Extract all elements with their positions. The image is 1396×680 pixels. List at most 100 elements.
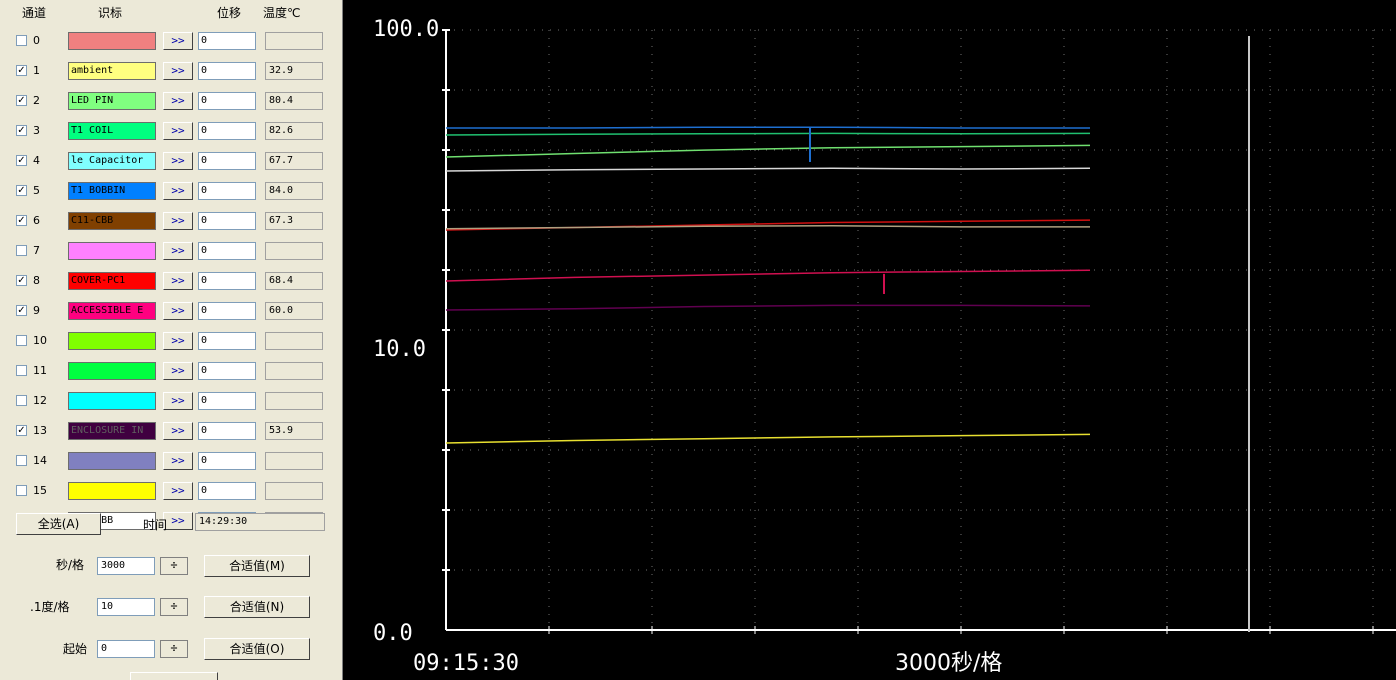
- fit-m-button[interactable]: 合适值(M): [204, 555, 310, 577]
- channel-temp: 82.6: [265, 122, 323, 140]
- channel-offset-input[interactable]: 0: [198, 332, 256, 350]
- channel-select-button[interactable]: >>: [163, 452, 193, 470]
- temperature-chart: 100.0 10.0 0.0 09:15:30 3000秒/格: [343, 0, 1396, 680]
- channel-checkbox[interactable]: ✓: [16, 215, 27, 226]
- channel-select-button[interactable]: >>: [163, 92, 193, 110]
- series-line-ch16: [445, 167, 1091, 172]
- channel-select-button[interactable]: >>: [163, 152, 193, 170]
- channel-offset-input[interactable]: 0: [198, 242, 256, 260]
- channel-select-button[interactable]: >>: [163, 242, 193, 260]
- channel-offset-input[interactable]: 0: [198, 392, 256, 410]
- channel-offset-input[interactable]: 0: [198, 32, 256, 50]
- channel-checkbox[interactable]: [16, 485, 27, 496]
- channel-number: 5: [33, 184, 40, 197]
- channel-label[interactable]: [68, 392, 156, 410]
- channel-label[interactable]: [68, 362, 156, 380]
- channel-row: 15 >> 0: [0, 479, 342, 505]
- header-channel: 通道: [22, 6, 47, 20]
- channel-select-button[interactable]: >>: [163, 482, 193, 500]
- y-tick-label: 0.0: [373, 621, 413, 646]
- channel-checkbox[interactable]: ✓: [16, 65, 27, 76]
- fit-o-button[interactable]: 合适值(O): [204, 638, 310, 660]
- channel-select-button[interactable]: >>: [163, 122, 193, 140]
- channel-select-button[interactable]: >>: [163, 512, 193, 530]
- channel-select-button[interactable]: >>: [163, 332, 193, 350]
- channel-offset-input[interactable]: 0: [198, 422, 256, 440]
- channel-number: 10: [33, 334, 47, 347]
- channel-select-button[interactable]: >>: [163, 62, 193, 80]
- channel-row: 0 >> 0: [0, 29, 342, 55]
- channel-number: 6: [33, 214, 40, 227]
- channel-checkbox[interactable]: ✓: [16, 185, 27, 196]
- channel-temp: [265, 452, 323, 470]
- channel-checkbox[interactable]: [16, 395, 27, 406]
- channel-offset-input[interactable]: 0: [198, 122, 256, 140]
- channel-label[interactable]: [68, 482, 156, 500]
- channel-label[interactable]: [68, 242, 156, 260]
- channel-checkbox[interactable]: ✓: [16, 425, 27, 436]
- channel-checkbox[interactable]: [16, 365, 27, 376]
- fit-n-button[interactable]: 合适值(N): [204, 596, 310, 618]
- channel-temp: [265, 362, 323, 380]
- channel-offset-input[interactable]: 0: [198, 212, 256, 230]
- channel-checkbox[interactable]: [16, 335, 27, 346]
- channel-checkbox[interactable]: ✓: [16, 275, 27, 286]
- channel-label[interactable]: ambient: [68, 62, 156, 80]
- time-label: 时间: [143, 518, 168, 532]
- channel-label[interactable]: le Capacitor: [68, 152, 156, 170]
- start-spinner[interactable]: ÷: [160, 640, 188, 658]
- channel-select-button[interactable]: >>: [163, 212, 193, 230]
- channel-temp: 68.4: [265, 272, 323, 290]
- select-all-button[interactable]: 全选(A): [16, 513, 101, 535]
- channel-select-button[interactable]: >>: [163, 422, 193, 440]
- channel-label[interactable]: [68, 32, 156, 50]
- channel-offset-input[interactable]: 0: [198, 272, 256, 290]
- channel-offset-input[interactable]: 0: [198, 362, 256, 380]
- series-line-ch13: [445, 304, 1091, 311]
- channel-temp: 67.7: [265, 152, 323, 170]
- channel-temp: [265, 482, 323, 500]
- sec-per-div-input[interactable]: 3000: [97, 557, 155, 575]
- channel-offset-input[interactable]: 0: [198, 452, 256, 470]
- channel-offset-input[interactable]: 0: [198, 152, 256, 170]
- channel-checkbox[interactable]: ✓: [16, 155, 27, 166]
- channel-select-button[interactable]: >>: [163, 272, 193, 290]
- channel-checkbox[interactable]: [16, 35, 27, 46]
- channel-label[interactable]: T1 COIL: [68, 122, 156, 140]
- sec-per-div-spinner[interactable]: ÷: [160, 557, 188, 575]
- channel-checkbox[interactable]: ✓: [16, 125, 27, 136]
- channel-offset-input[interactable]: 0: [198, 302, 256, 320]
- channel-number: 0: [33, 34, 40, 47]
- channel-label[interactable]: [68, 452, 156, 470]
- channel-row: 10 >> 0: [0, 329, 342, 355]
- channel-label[interactable]: LED PIN: [68, 92, 156, 110]
- channel-select-button[interactable]: >>: [163, 302, 193, 320]
- sec-per-div-label: 秒/格: [56, 558, 85, 572]
- channel-label[interactable]: ACCESSIBLE E: [68, 302, 156, 320]
- channel-temp: [265, 332, 323, 350]
- channel-offset-input[interactable]: 0: [198, 482, 256, 500]
- channel-offset-input[interactable]: 0: [198, 182, 256, 200]
- channel-label[interactable]: T1 BOBBIN: [68, 182, 156, 200]
- channel-label[interactable]: ENCLOSURE IN: [68, 422, 156, 440]
- channel-checkbox[interactable]: [16, 455, 27, 466]
- channel-label[interactable]: [68, 332, 156, 350]
- partial-button[interactable]: [130, 672, 218, 680]
- channel-checkbox[interactable]: ✓: [16, 305, 27, 316]
- channel-number: 2: [33, 94, 40, 107]
- channel-select-button[interactable]: >>: [163, 362, 193, 380]
- channel-select-button[interactable]: >>: [163, 32, 193, 50]
- channel-offset-input[interactable]: 0: [198, 62, 256, 80]
- channel-label[interactable]: C11-CBB: [68, 212, 156, 230]
- channel-checkbox[interactable]: ✓: [16, 95, 27, 106]
- start-input[interactable]: 0: [97, 640, 155, 658]
- channel-select-button[interactable]: >>: [163, 392, 193, 410]
- channel-select-button[interactable]: >>: [163, 182, 193, 200]
- channel-label[interactable]: COVER-PC1: [68, 272, 156, 290]
- channel-offset-input[interactable]: 0: [198, 92, 256, 110]
- channel-checkbox[interactable]: [16, 245, 27, 256]
- deg-per-div-input[interactable]: 10: [97, 598, 155, 616]
- channel-temp: [265, 32, 323, 50]
- deg-per-div-spinner[interactable]: ÷: [160, 598, 188, 616]
- channel-number: 13: [33, 424, 47, 437]
